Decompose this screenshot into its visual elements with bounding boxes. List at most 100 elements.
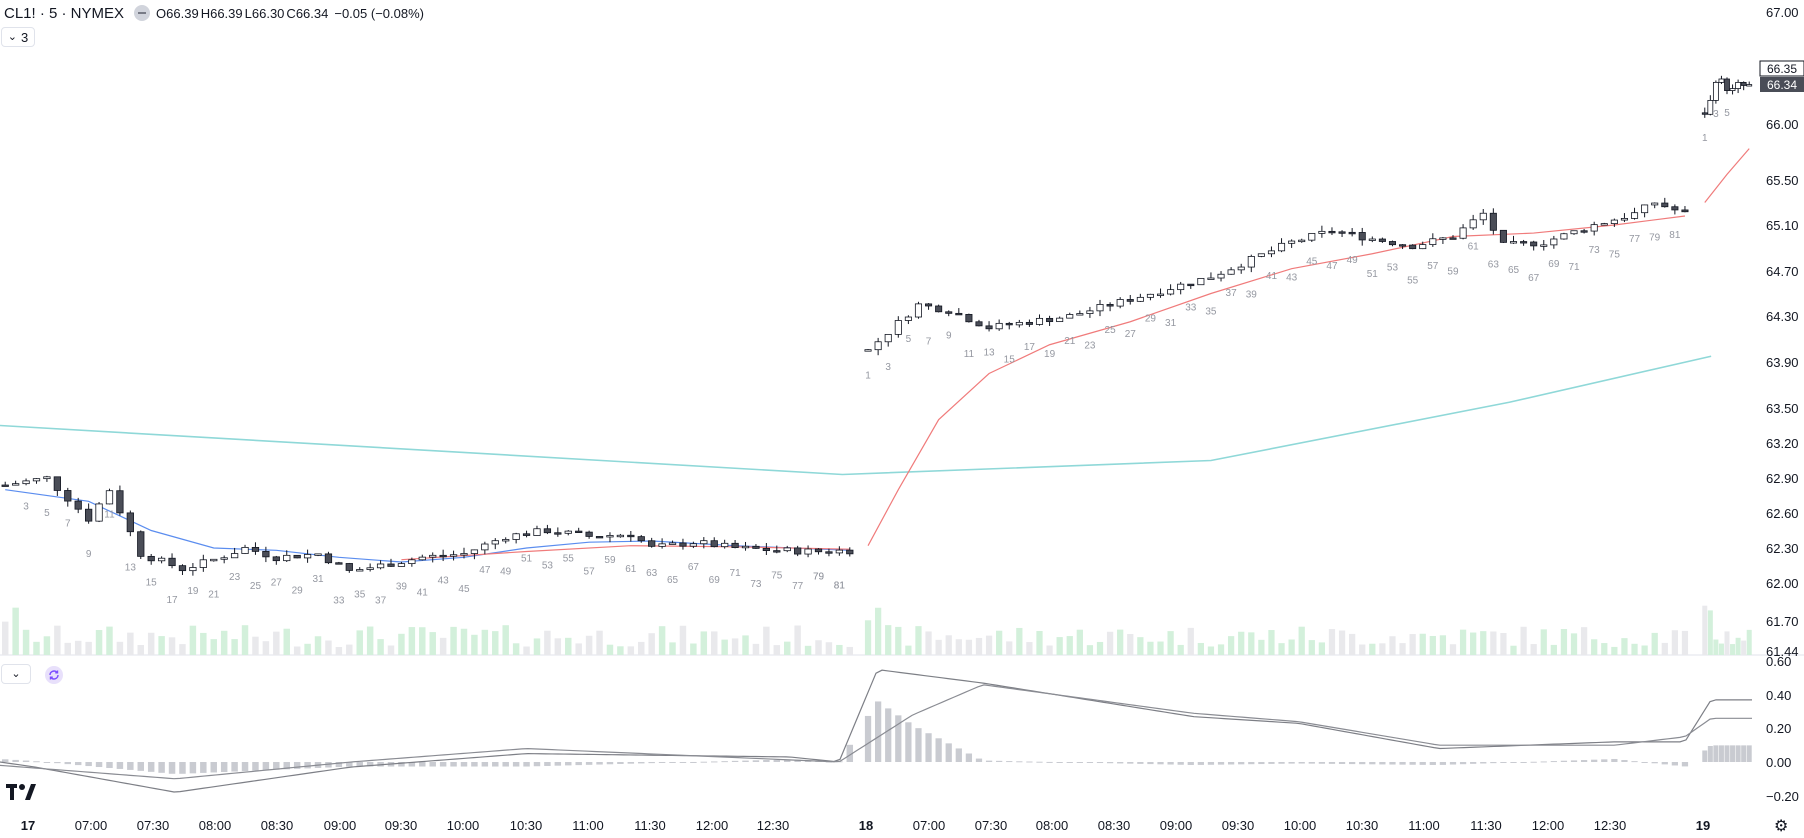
- candle-body: [251, 546, 260, 552]
- bar-number-label: 77: [1629, 234, 1641, 245]
- candle-body: [272, 556, 280, 562]
- bar-number-label: 53: [542, 561, 554, 572]
- volume-bar: [1359, 644, 1366, 655]
- bar-number-label: 33: [333, 596, 345, 607]
- oscillator-axis[interactable]: 0.60 0.40 0.20 0.00 −0.20: [1766, 654, 1799, 804]
- volume-bar: [1399, 643, 1406, 655]
- volume-bar: [231, 639, 238, 655]
- price-axis[interactable]: 67.00 66.00 65.50 65.10 64.70 64.30 63.90 63.50…: [1766, 5, 1799, 659]
- bar-number-label: 5: [1724, 108, 1730, 119]
- volume-bar: [1056, 637, 1063, 655]
- bar-number-label: 69: [709, 575, 721, 586]
- macd-histogram-bar: [1439, 762, 1447, 765]
- macd-histogram-bar: [965, 753, 973, 762]
- candle-body: [116, 490, 124, 514]
- macd-histogram-bar: [1338, 762, 1346, 764]
- gear-icon[interactable]: ⚙: [1774, 818, 1789, 835]
- volume-bar: [64, 642, 72, 655]
- volume-bar: [1459, 629, 1467, 655]
- macd-histogram-bar: [975, 758, 983, 762]
- chevron-down-icon: ⌄: [7, 30, 17, 43]
- bar-number-label: 77: [792, 581, 804, 592]
- volume-bar: [1076, 629, 1083, 655]
- volume-bar: [1661, 642, 1668, 655]
- bar-number-label: 1: [1702, 133, 1708, 144]
- sma-red-line: [1704, 148, 1750, 203]
- symbol-title[interactable]: CL1! · 5 · NYMEX: [4, 4, 125, 22]
- macd-histogram-bar: [137, 762, 144, 771]
- macd-histogram-bar: [996, 760, 1003, 762]
- candle-body: [689, 543, 698, 547]
- macd-histogram-bar: [1187, 762, 1194, 765]
- bar-number-label: 71: [730, 568, 742, 579]
- visibility-icon[interactable]: [134, 5, 151, 21]
- bar-number-label: 5: [906, 334, 912, 345]
- volume-bar: [846, 646, 854, 655]
- candle-body: [397, 563, 406, 567]
- price-tick-label: 67.00: [1766, 5, 1799, 20]
- candle-body: [533, 528, 541, 536]
- volume-bar: [1550, 644, 1557, 655]
- macd-histogram-bar: [945, 743, 952, 762]
- macd-histogram-bar: [1510, 762, 1517, 763]
- candle-body: [1146, 293, 1154, 298]
- volume-bar: [1601, 643, 1608, 655]
- candle-body: [874, 341, 882, 351]
- macd-histogram-bar: [366, 762, 374, 767]
- candle-body: [1237, 266, 1245, 271]
- volume-bar: [1106, 631, 1114, 655]
- price-tick-label: 66.00: [1766, 117, 1799, 132]
- volume-bar: [502, 625, 509, 655]
- volume-bar: [408, 627, 416, 655]
- pane-collapse-button[interactable]: ⌄: [1, 664, 31, 684]
- volume-bar: [325, 640, 332, 655]
- volume-bar: [387, 645, 395, 655]
- macd-histogram-bar: [231, 762, 238, 772]
- price-tick-label: 63.50: [1766, 401, 1799, 416]
- volume-bar: [1197, 642, 1204, 655]
- candle-body: [460, 553, 468, 556]
- volume-bar: [1086, 645, 1094, 655]
- volume-bar: [1500, 632, 1507, 655]
- volume-bar: [1167, 631, 1174, 655]
- volume-bar: [864, 620, 872, 655]
- macd-histogram-bar: [1298, 762, 1305, 764]
- volume-bar: [1016, 627, 1023, 655]
- candle-body: [1499, 229, 1507, 243]
- volume-bar: [1510, 645, 1517, 655]
- volume-bar: [356, 630, 363, 655]
- current-price-tag-box: [1760, 77, 1804, 92]
- time-axis[interactable]: 17 07:00 07:30 08:00 08:30 09:00 09:30 10:00 10:…: [21, 818, 1710, 833]
- time-tick-label: 10:00: [1284, 818, 1317, 833]
- volume-bar: [492, 631, 499, 655]
- candle-body: [210, 558, 218, 562]
- macd-histogram-bar: [1197, 762, 1204, 765]
- volume-bar: [314, 636, 322, 655]
- candle-body: [825, 551, 833, 554]
- volume-bar: [512, 643, 520, 655]
- tradingview-logo[interactable]: [6, 780, 36, 806]
- candle-body: [429, 554, 437, 558]
- candle-body: [95, 503, 103, 522]
- macd-histogram-bar: [293, 762, 301, 769]
- volume-bar: [1268, 630, 1275, 655]
- macd-histogram-bar: [935, 738, 942, 762]
- candle-body: [1116, 299, 1124, 307]
- macd-histogram-bar: [955, 748, 962, 762]
- macd-histogram-bar: [85, 762, 92, 767]
- bar-number-label: 67: [1528, 273, 1540, 284]
- candle-body: [314, 553, 322, 556]
- candle-body: [564, 530, 572, 534]
- volume-bar: [262, 641, 270, 655]
- candle-body: [1056, 317, 1064, 323]
- macd-histogram-bar: [189, 762, 197, 774]
- indicators-collapse-button[interactable]: ⌄ 3: [1, 27, 35, 47]
- bar-number-label: 79: [813, 572, 825, 583]
- volume-bar: [1177, 644, 1184, 655]
- candle-body: [293, 554, 301, 559]
- sync-icon[interactable]: [45, 666, 63, 684]
- bar-number-label: 19: [187, 586, 199, 597]
- time-tick-label: 09:00: [324, 818, 357, 833]
- bar-number-label: 23: [229, 572, 241, 583]
